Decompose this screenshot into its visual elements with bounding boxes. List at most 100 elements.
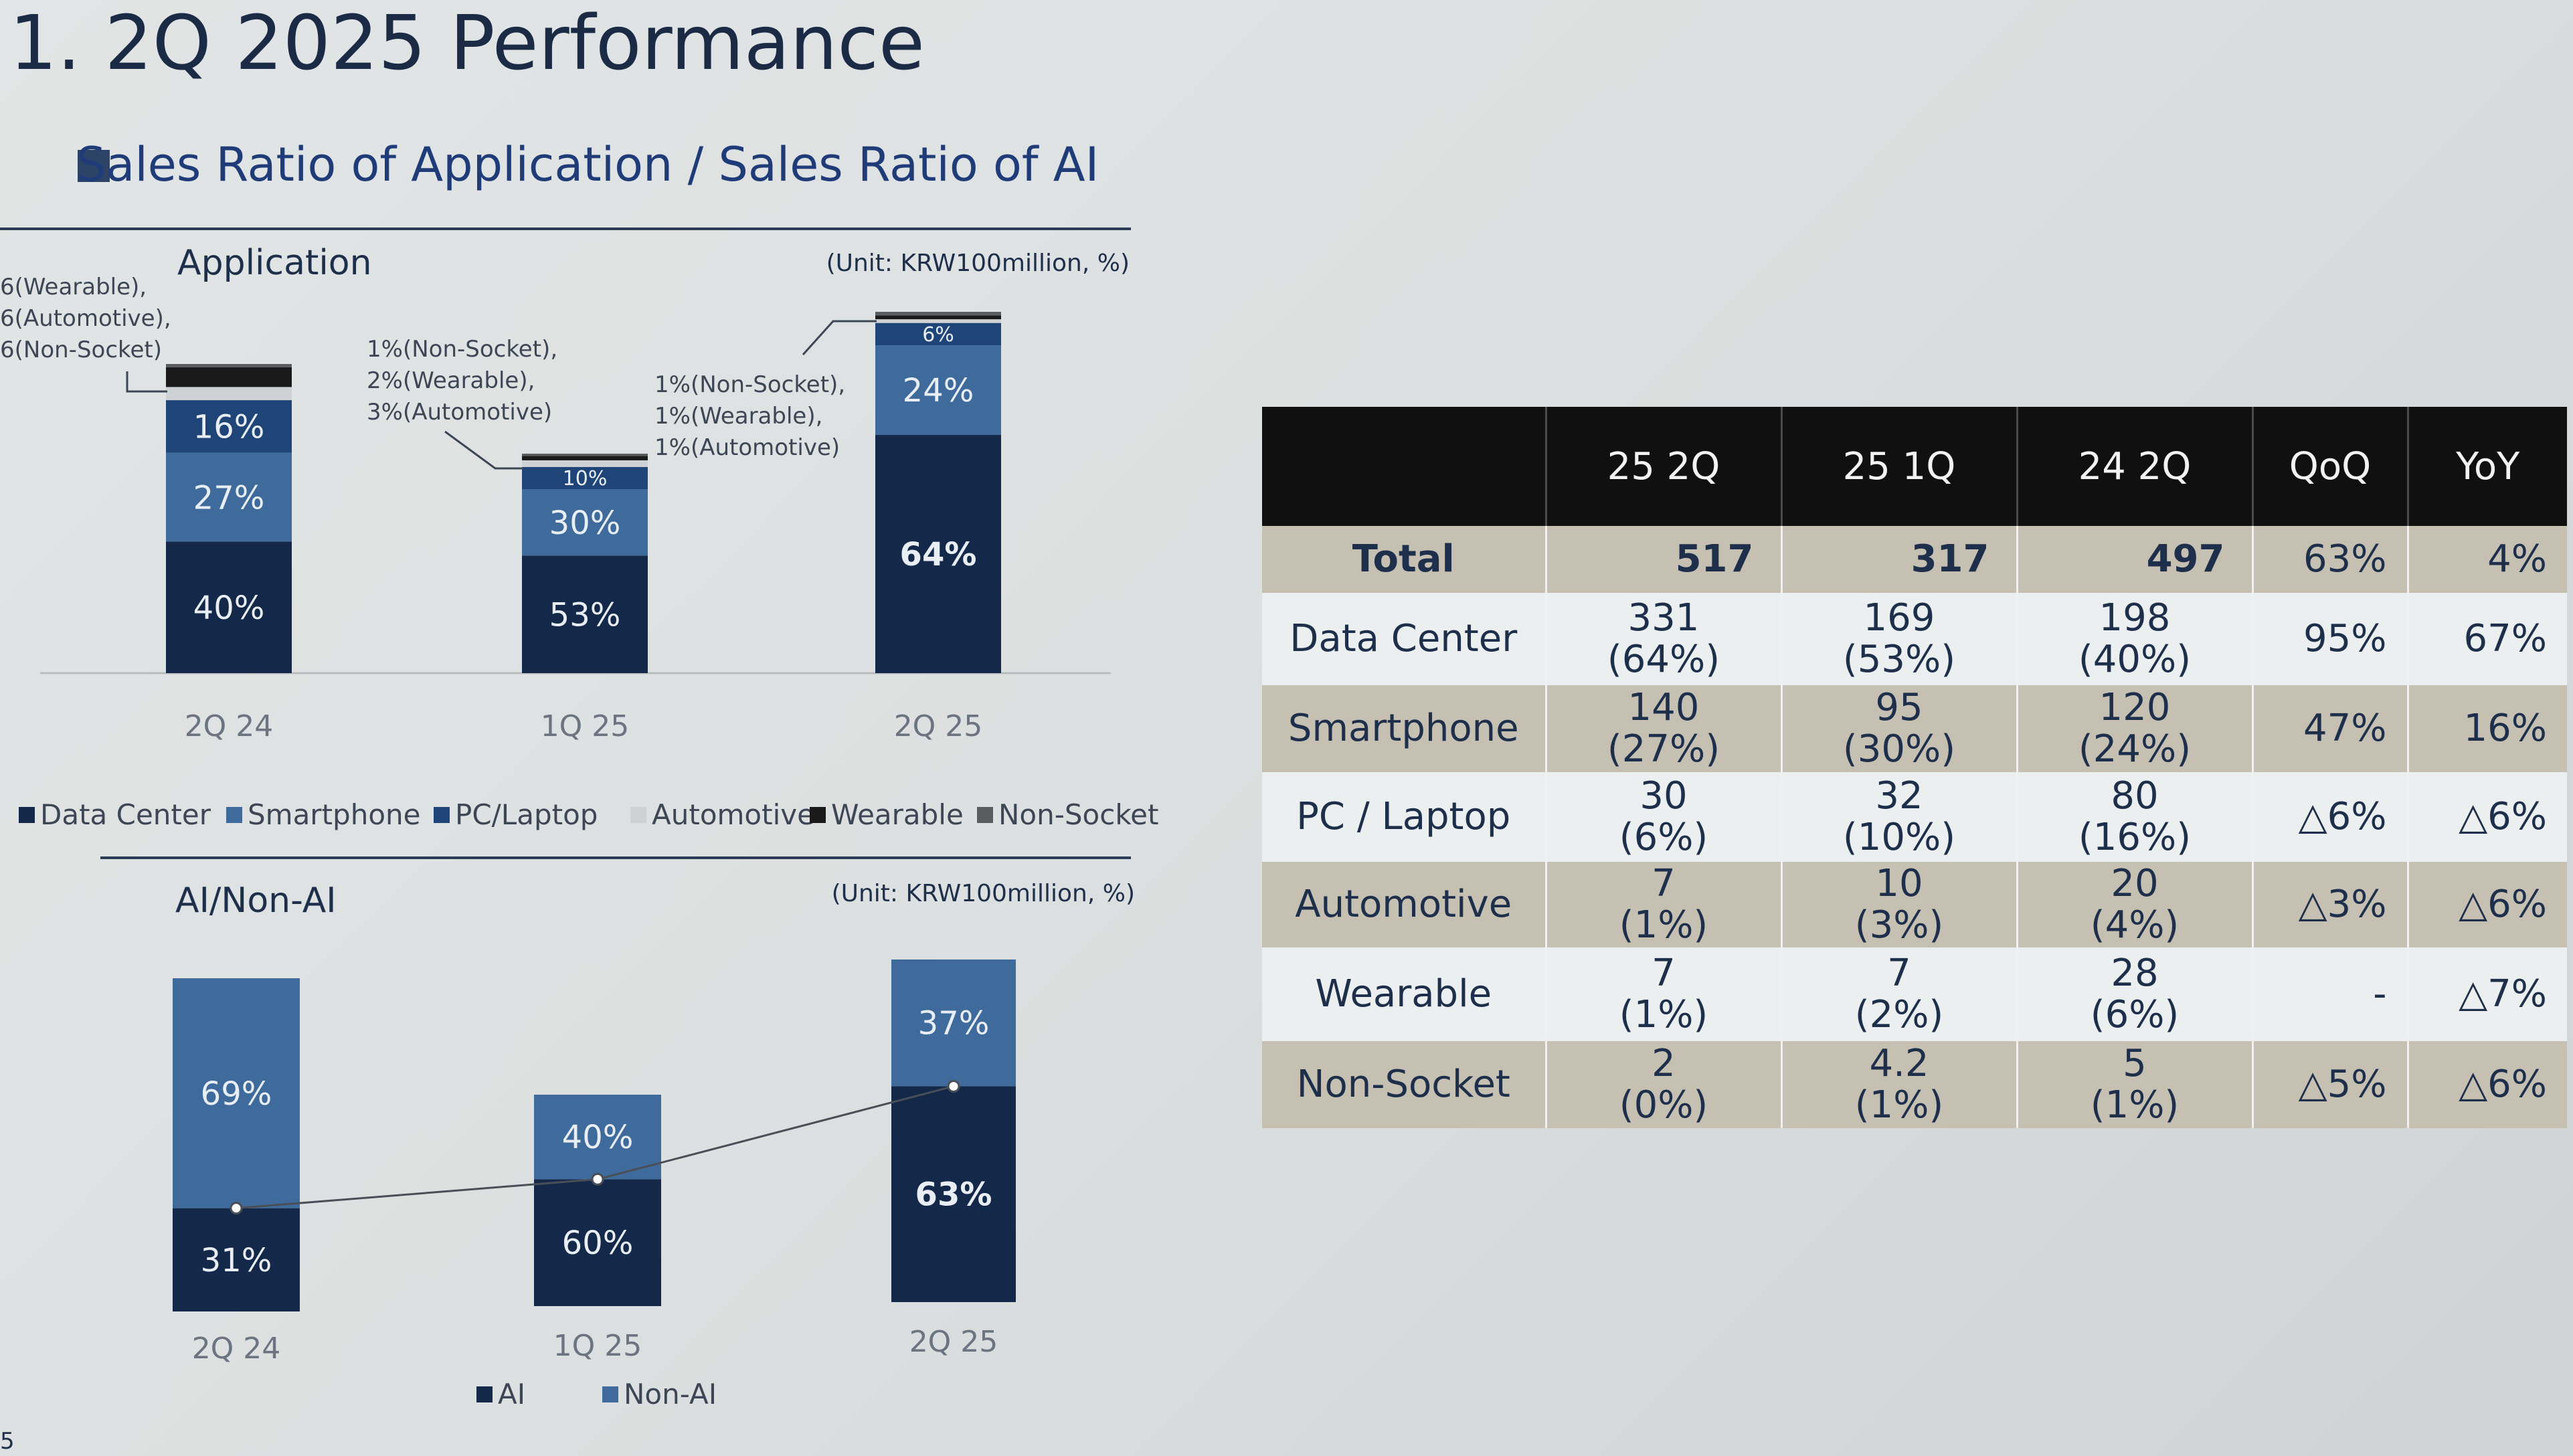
bar-segment	[166, 387, 292, 401]
callout-leader	[802, 320, 877, 356]
page-number: 5	[0, 1428, 15, 1455]
callout-label: 3%(Automotive)	[367, 399, 552, 426]
app-callouts: 6(Wearable), 6(Automotive), 6(Non-Socket) 1…	[0, 274, 877, 470]
bar-segment	[875, 312, 1001, 316]
bar-value-label: 6%	[922, 323, 954, 347]
bar-segment	[875, 345, 1001, 435]
table-row: Non-Socket 2 (0%) 4.2 (1%) 5 (1%) △5% △6%	[1262, 1041, 2567, 1128]
legend-swatch	[226, 807, 242, 823]
ai-legend: AI Non-AI	[476, 1378, 717, 1410]
legend-swatch	[630, 807, 646, 823]
bar-value-label: 37%	[918, 1005, 990, 1042]
category-label: 2Q 25	[909, 1325, 998, 1359]
category-label: 2Q 24	[192, 1332, 281, 1366]
cell-qoq: △6%	[2251, 772, 2408, 862]
callout-label: 1%(Wearable),	[654, 403, 822, 430]
bar-segment	[891, 1086, 1016, 1302]
cell-qoq: △5%	[2251, 1041, 2408, 1128]
cell-25-1q: 95 (30%)	[1780, 685, 2017, 772]
legend-label: Non-Socket	[998, 798, 1158, 831]
cell-24-2q: 80 (16%)	[2016, 772, 2252, 862]
callout-label: 6(Non-Socket)	[0, 337, 162, 363]
bar-value-label: 53%	[549, 596, 621, 634]
ai-chart-rule	[100, 856, 1131, 859]
bar-segment	[173, 1208, 300, 1311]
cell-yoy: △7%	[2406, 947, 2567, 1041]
cell-qoq: -	[2251, 947, 2408, 1041]
table-header-cell: 25 2Q	[1544, 407, 1781, 526]
bar-segment	[875, 315, 1001, 320]
cell-25-1q: 7 (2%)	[1780, 947, 2017, 1041]
category-label: 2Q 25	[894, 709, 983, 743]
ai-trend-line	[230, 1079, 960, 1215]
table-header-cell: 25 1Q	[1780, 407, 2017, 526]
table-row: Automotive 7 (1%) 10 (3%) 20 (4%) △3% △6%	[1262, 862, 2567, 947]
cell-yoy: △6%	[2406, 862, 2567, 947]
bar-value-label: 10%	[563, 467, 608, 490]
section-title: Sales Ratio of Application / Sales Ratio…	[76, 137, 1099, 192]
callout-label: 1%(Non-Socket),	[367, 336, 557, 363]
legend-swatch	[810, 807, 826, 823]
cell-25-2q: 7 (1%)	[1544, 862, 1781, 947]
callout-leader	[126, 371, 167, 393]
bar-segment	[534, 1095, 661, 1180]
legend-label: Smartphone	[248, 798, 420, 831]
bar-value-label: 16%	[193, 409, 265, 446]
row-label: Wearable	[1262, 947, 1546, 1041]
cell-yoy: 67%	[2406, 593, 2567, 685]
cell-25-2q: 331 (64%)	[1544, 593, 1781, 685]
cell-24-2q: 5 (1%)	[2016, 1041, 2252, 1128]
cell-24-2q: 28 (6%)	[2016, 947, 2252, 1041]
bar-segment	[166, 367, 292, 387]
trend-point	[230, 1202, 243, 1215]
ai-bars: 31% 69% 2Q 24 60% 40% 1Q 25 63% 37% 2Q 25	[173, 960, 1016, 1366]
cell-24-2q: 198 (40%)	[2016, 593, 2252, 685]
cell-25-2q: 7 (1%)	[1544, 947, 1781, 1041]
row-label: Total	[1262, 526, 1546, 593]
cell-24-2q: 20 (4%)	[2016, 862, 2252, 947]
bar-segment	[875, 434, 1001, 673]
bar-value-label: 40%	[562, 1119, 634, 1156]
bar-segment	[173, 978, 300, 1208]
bar-segment	[166, 400, 292, 453]
legend-swatch	[476, 1386, 493, 1402]
bar-segment	[522, 466, 648, 490]
ai-chart-title: AI/Non-AI	[175, 881, 337, 921]
table-row: Wearable 7 (1%) 7 (2%) 28 (6%) - △7%	[1262, 947, 2567, 1041]
table-row: Data Center 331 (64%) 169 (53%) 198 (40%) 9…	[1262, 593, 2567, 685]
bar-segment	[166, 541, 292, 673]
callout-leader	[444, 430, 523, 470]
category-label: 1Q 25	[541, 709, 630, 743]
cell-yoy: △6%	[2406, 772, 2567, 862]
bar-value-label: 31%	[201, 1242, 272, 1279]
table-row: Smartphone 140 (27%) 95 (30%) 120 (24%) 47%…	[1262, 685, 2567, 772]
callout-label: 6(Automotive),	[0, 305, 171, 332]
cell-qoq: △3%	[2251, 862, 2408, 947]
row-label: Smartphone	[1262, 685, 1546, 772]
table-row: Total 517 317 497 63% 4%	[1262, 526, 2567, 593]
table-header-cell: QoQ	[2251, 407, 2408, 526]
table-header-cell	[1262, 407, 1546, 526]
bar-value-label: 64%	[900, 536, 977, 573]
trend-point	[591, 1172, 604, 1186]
legend-swatch	[602, 1386, 618, 1402]
cell-25-2q: 2 (0%)	[1544, 1041, 1781, 1128]
cell-25-1q: 4.2 (1%)	[1780, 1041, 2017, 1128]
cell-25-1q: 169 (53%)	[1780, 593, 2017, 685]
cell-25-2q: 140 (27%)	[1544, 685, 1781, 772]
bar-segment	[522, 555, 648, 673]
legend-label: AI	[498, 1378, 525, 1410]
row-label: PC / Laptop	[1262, 772, 1546, 862]
row-label: Data Center	[1262, 593, 1546, 685]
legend-label: Automotive	[652, 798, 814, 831]
bar-segment	[534, 1179, 661, 1306]
cell-qoq: 95%	[2251, 593, 2408, 685]
charts-area: Application (Unit: KRW100million, %) 40%…	[0, 227, 1158, 1455]
cell-24-2q: 120 (24%)	[2016, 685, 2252, 772]
bar-segment	[875, 323, 1001, 346]
legend-swatch	[19, 807, 35, 823]
page-title: 1. 2Q 2025 Performance	[9, 0, 925, 87]
bar-value-label: 63%	[915, 1176, 992, 1214]
legend-swatch	[977, 807, 993, 823]
bar-segment	[522, 456, 648, 460]
